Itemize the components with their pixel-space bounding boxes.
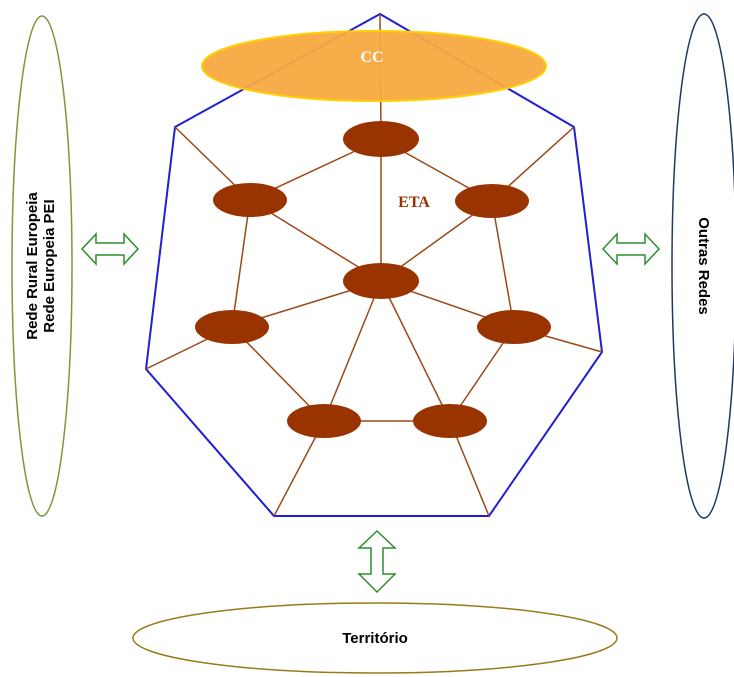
- node-top: [343, 121, 419, 157]
- left-network-label-2: Rede Europeia PEI: [41, 199, 58, 332]
- right-network-label: Outras Redes: [695, 217, 712, 315]
- left-network-label-1: Rede Rural Europeia: [24, 192, 41, 340]
- vertical-double-arrow-icon: [357, 529, 397, 594]
- left-network-labels: Rede Rural Europeia Rede Europeia PEI: [24, 192, 58, 340]
- cc-label: CC: [360, 49, 383, 66]
- territory-label: Território: [342, 630, 408, 647]
- node-center: [343, 263, 419, 299]
- node-mid-left: [195, 310, 269, 344]
- outer-heptagon: [144, 12, 604, 517]
- right-network-ellipse: [671, 13, 734, 519]
- left-double-arrow-icon: [80, 232, 140, 266]
- network-nodes: [195, 121, 551, 438]
- node-mid-right: [477, 310, 551, 344]
- eta-label: ETA: [398, 194, 430, 211]
- node-upper-right: [455, 184, 529, 218]
- territory-ellipse: [132, 602, 618, 674]
- right-network-labels: Outras Redes: [695, 217, 712, 315]
- right-double-arrow-icon: [601, 232, 661, 266]
- node-bottom-left: [287, 404, 361, 438]
- node-upper-left: [213, 183, 287, 217]
- node-bottom-right: [413, 404, 487, 438]
- left-network-ellipse: [11, 15, 73, 517]
- cc-ellipse: [201, 30, 547, 102]
